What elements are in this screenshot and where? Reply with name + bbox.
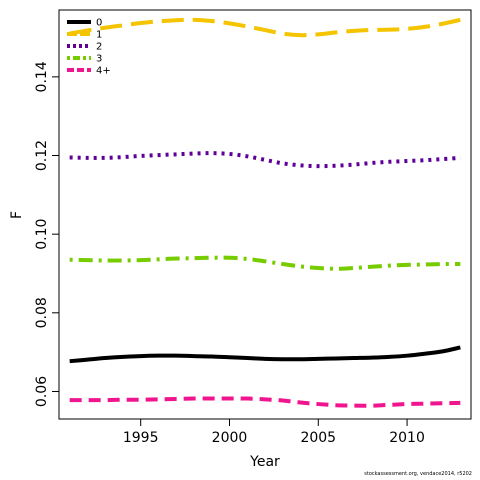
legend-label: 2 [96, 42, 102, 53]
series-line-4plus [69, 396, 461, 408]
series-layer [69, 17, 461, 408]
legend-label: 3 [96, 54, 102, 65]
x-axis: 1995 2000 2005 2010 [123, 418, 425, 446]
series-line-0 [69, 345, 461, 364]
watermark-text: stockassessment.org, vendace2014, r5202 [364, 471, 472, 477]
series-line-1 [69, 17, 461, 38]
y-tick-label: 0.12 [34, 140, 50, 171]
series-line-3 [69, 255, 461, 271]
y-tick-label: 0.06 [34, 376, 50, 407]
x-axis-label: Year [249, 454, 280, 470]
x-tick-label: 1995 [123, 430, 159, 446]
legend-label: 0 [96, 18, 102, 29]
y-axis: 0.06 0.08 0.10 0.12 0.14 [34, 61, 60, 407]
x-tick-label: 2010 [389, 430, 425, 446]
legend-label: 1 [96, 30, 102, 41]
y-tick-label: 0.14 [34, 61, 50, 92]
y-tick-label: 0.10 [34, 219, 50, 250]
series-line-2 [69, 151, 461, 169]
x-tick-label: 2005 [300, 430, 336, 446]
y-tick-label: 0.08 [34, 297, 50, 328]
y-axis-label: F [9, 211, 25, 219]
legend-label: 4+ [96, 66, 111, 77]
x-tick-label: 2000 [212, 430, 248, 446]
